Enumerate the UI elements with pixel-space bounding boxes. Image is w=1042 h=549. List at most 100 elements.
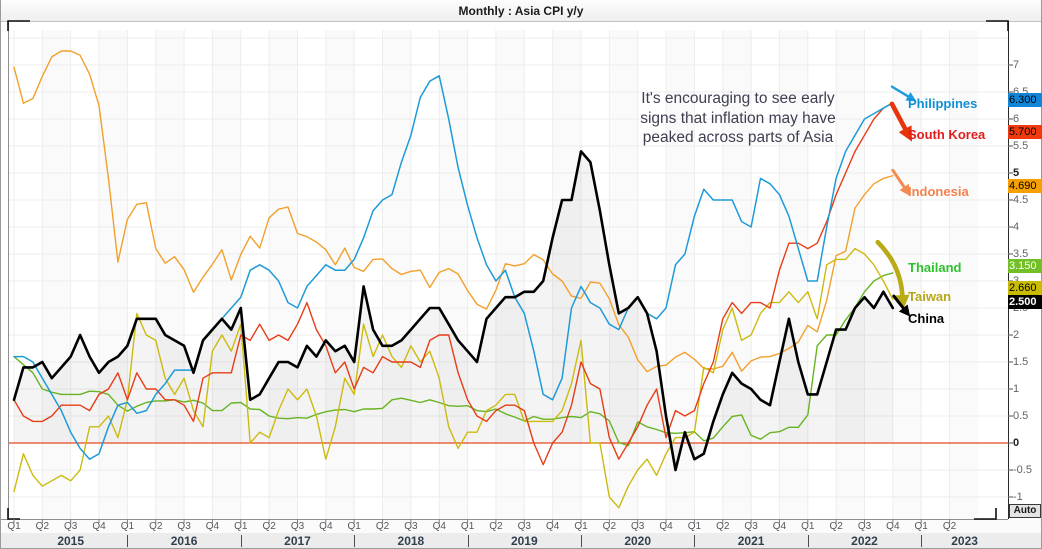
arrowhead-taiwan: [895, 294, 910, 310]
auto-button[interactable]: Auto: [1009, 504, 1041, 518]
grid-band: [155, 30, 185, 519]
year-label: 2016: [170, 534, 198, 548]
year-label: 2020: [624, 534, 652, 548]
year-label: 2019: [510, 534, 538, 548]
line-south-korea[interactable]: [13, 102, 894, 466]
chart-title: Monthly : Asia CPI y/y: [458, 3, 584, 18]
quarter-label: Q3: [290, 521, 305, 532]
year-separator: [694, 535, 695, 547]
quarter-label: Q3: [64, 521, 78, 532]
quarter-label: Q2: [829, 521, 843, 532]
chart-title-bar[interactable]: Monthly : Asia CPI y/y: [1, 0, 1041, 22]
year-label: 2023: [951, 534, 978, 548]
grid-band: [325, 30, 355, 519]
y-tick-label: 3: [1013, 275, 1041, 287]
line-philippines[interactable]: [13, 75, 894, 460]
quarter-label: Q1: [460, 521, 475, 532]
quarter-label: Q4: [92, 521, 106, 532]
arrow-taiwan: [875, 239, 905, 298]
arrowhead-south-korea: [898, 125, 913, 142]
grid-band: [212, 30, 241, 519]
year-label: 2015: [57, 534, 85, 548]
series-label-indonesia: Indonesia: [908, 183, 969, 199]
year-separator: [468, 535, 469, 547]
series-label-taiwan: Taiwan: [908, 289, 952, 305]
quarter-label: Q3: [177, 521, 191, 532]
corner-bracket-bottom-left: [7, 508, 20, 520]
y-tick-label: 4: [1013, 221, 1020, 233]
grid-band: [42, 30, 71, 519]
quarter-label: Q1: [687, 521, 702, 532]
year-separator: [354, 535, 355, 547]
quarter-label: Q4: [886, 521, 900, 532]
y-tick-label: 1.5: [1013, 356, 1029, 368]
value-badge-taiwan: 2.660: [1008, 281, 1042, 296]
x-axis-year-strip: [1, 533, 1041, 548]
year-label: 2018: [397, 534, 425, 548]
quarter-label: Q2: [262, 521, 276, 532]
annotation-line: signs that inflation may have: [640, 109, 836, 127]
quarter-label: Q4: [319, 521, 333, 532]
grid-band: [949, 30, 978, 519]
quarter-label: Q1: [120, 521, 135, 532]
line-indonesia[interactable]: [13, 50, 894, 373]
y-tick-label: -1: [1013, 491, 1023, 503]
line-thailand[interactable]: [13, 272, 894, 447]
series-label-thailand: Thailand: [908, 260, 962, 276]
series-label-south-korea: South Korea: [908, 127, 986, 143]
quarter-label: Q2: [35, 521, 50, 532]
quarter-label: Q3: [744, 521, 758, 532]
arrowhead-philippines: [905, 92, 917, 102]
arrow-philippines: [890, 85, 910, 98]
corner-bracket-top-right: [986, 20, 1009, 31]
value-badge-indonesia: 4.690: [1008, 178, 1042, 193]
quarter-label: Q3: [857, 521, 872, 532]
quarter-label: Q2: [149, 521, 163, 532]
corner-bracket-bottom-right: [974, 508, 997, 520]
value-badge-thailand: 3.150: [1008, 258, 1042, 273]
quarter-label: Q2: [942, 521, 957, 532]
quarter-label: Q4: [432, 521, 446, 532]
quarter-label: Q4: [205, 521, 220, 532]
series-label-philippines: Philippines: [908, 95, 978, 111]
quarter-label: Q4: [545, 521, 560, 532]
quarter-label: Q2: [602, 521, 617, 532]
quarter-label: Q1: [574, 521, 588, 532]
quarter-label: Q3: [404, 521, 418, 532]
quarter-label: Q3: [517, 521, 531, 532]
quarter-label: Q1: [347, 521, 361, 532]
value-badge-south-korea: 5.700: [1008, 125, 1042, 140]
y-tick-label: 6: [1013, 113, 1020, 125]
y-tick-label: 3.5: [1013, 248, 1029, 260]
y-tick-label: 0: [1013, 437, 1020, 449]
year-label: 2021: [737, 534, 765, 548]
annotation-text: It's encouraging to see early signs that…: [590, 89, 886, 148]
grid-band: [779, 30, 808, 519]
year-label: 2022: [851, 534, 878, 548]
quarter-label: Q1: [914, 521, 928, 532]
quarter-label: Q1: [7, 521, 21, 532]
line-taiwan[interactable]: [13, 247, 894, 509]
y-tick-label: 7: [1013, 59, 1020, 71]
quarter-label: Q4: [772, 521, 787, 532]
year-separator: [127, 535, 128, 547]
year-separator: [921, 535, 922, 547]
y-tick-label: 0.5: [1013, 410, 1029, 422]
quarter-label: Q2: [716, 521, 730, 532]
year-separator: [808, 535, 809, 547]
grid-band: [722, 30, 752, 519]
annotation-line: It's encouraging to see early: [641, 90, 835, 107]
y-tick-label: 4.5: [1013, 194, 1029, 206]
year-separator: [581, 535, 582, 547]
y-tick-label: 5.5: [1013, 140, 1029, 152]
quarter-label: Q4: [659, 521, 673, 532]
grid-band: [99, 30, 128, 519]
line-china[interactable]: [12, 150, 895, 472]
corner-bracket-top-left: [7, 20, 30, 31]
x-axis-quarter-strip: [1, 520, 1041, 533]
grid-band: [609, 30, 638, 519]
y-tick-label: 5: [1013, 167, 1020, 179]
